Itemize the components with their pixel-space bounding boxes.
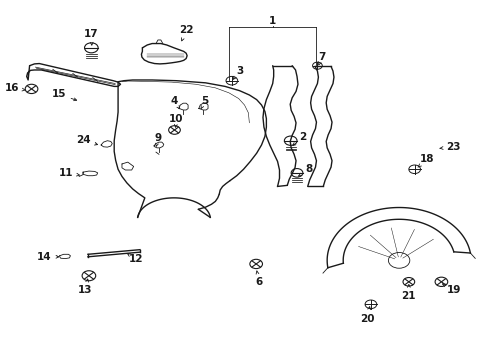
Text: 7: 7 bbox=[318, 52, 325, 62]
Text: 18: 18 bbox=[419, 154, 433, 164]
Text: 19: 19 bbox=[446, 285, 460, 295]
Text: 15: 15 bbox=[51, 89, 66, 99]
Text: 20: 20 bbox=[359, 314, 373, 324]
Text: 3: 3 bbox=[236, 66, 243, 76]
Text: 23: 23 bbox=[446, 142, 460, 152]
Text: 1: 1 bbox=[268, 16, 276, 26]
Text: 17: 17 bbox=[84, 28, 99, 39]
Text: 9: 9 bbox=[155, 133, 162, 143]
Text: 2: 2 bbox=[299, 132, 306, 142]
Text: 14: 14 bbox=[36, 252, 51, 262]
Text: 16: 16 bbox=[5, 83, 20, 93]
Text: 4: 4 bbox=[170, 96, 177, 107]
Text: 12: 12 bbox=[129, 254, 143, 264]
Text: 10: 10 bbox=[169, 113, 183, 123]
Text: 24: 24 bbox=[76, 135, 90, 145]
Text: 13: 13 bbox=[78, 285, 93, 295]
Text: 22: 22 bbox=[179, 25, 193, 35]
Text: 5: 5 bbox=[201, 96, 208, 107]
Text: 6: 6 bbox=[255, 277, 262, 287]
Text: 11: 11 bbox=[58, 168, 73, 178]
Text: 21: 21 bbox=[401, 291, 415, 301]
Text: 8: 8 bbox=[305, 164, 312, 174]
